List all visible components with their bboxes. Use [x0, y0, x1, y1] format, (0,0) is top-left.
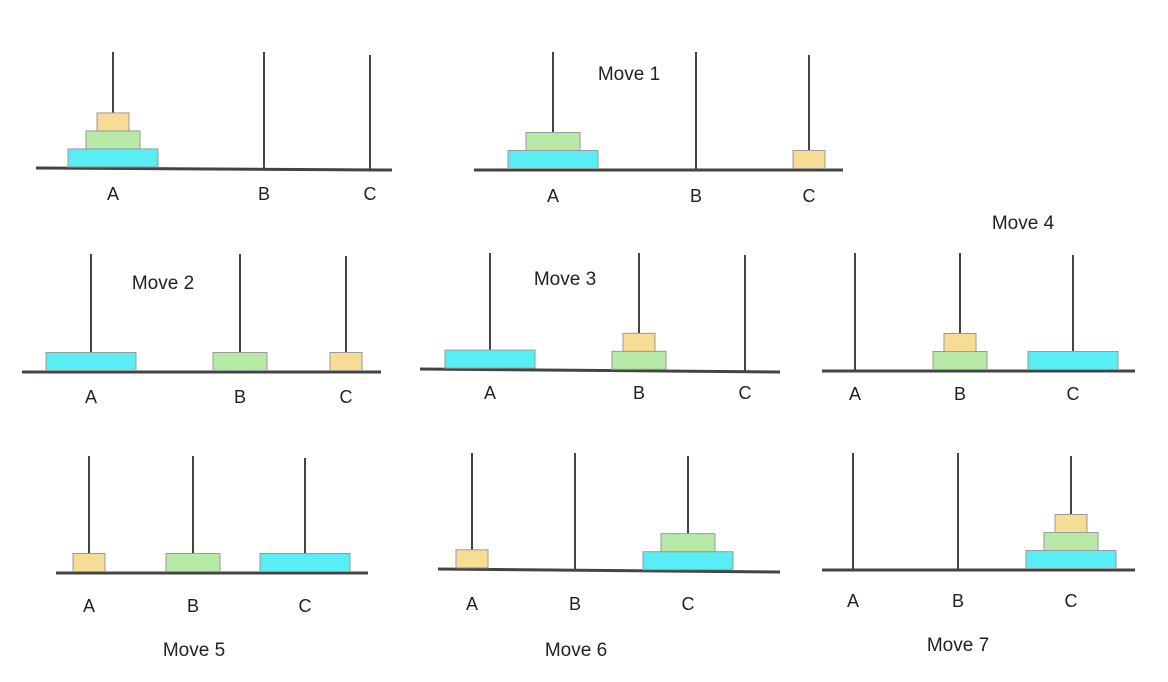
move-caption: Move 2 — [132, 273, 194, 294]
large-disk — [507, 150, 599, 169]
peg-label-c: C — [299, 596, 312, 616]
peg-label-a: A — [85, 387, 97, 407]
small-disk — [622, 332, 656, 352]
peg-label-b: B — [187, 596, 199, 616]
panel-7: A B C Move 6 — [437, 453, 781, 661]
medium-disk — [611, 350, 667, 370]
peg-label-b: B — [954, 384, 966, 404]
peg-label-b: B — [952, 591, 964, 611]
medium-disk — [165, 553, 221, 572]
small-disk — [72, 553, 106, 572]
large-disk — [642, 551, 734, 571]
peg-label-a: A — [547, 186, 559, 206]
move-caption: Move 5 — [163, 640, 225, 661]
peg-label-c: C — [340, 387, 353, 407]
small-disk — [455, 549, 489, 569]
large-disk — [67, 148, 159, 168]
move-caption: Move 3 — [534, 269, 596, 290]
large-disk — [1025, 550, 1117, 569]
large-disk — [444, 349, 536, 369]
peg-label-a: A — [107, 184, 119, 204]
base-line — [437, 567, 781, 574]
small-disk — [943, 333, 977, 352]
panel-6: A B C Move 5 — [56, 456, 368, 661]
panel-2: A B C Move 1 — [474, 52, 843, 206]
peg-label-b: B — [569, 594, 581, 614]
small-disk — [1054, 514, 1088, 533]
medium-disk — [525, 132, 581, 151]
large-disk — [259, 553, 351, 572]
panel-8: A B C Move 7 — [822, 453, 1135, 656]
small-disk — [792, 150, 826, 169]
peg-label-b: B — [633, 383, 645, 403]
large-disk — [45, 352, 137, 371]
peg-label-c: C — [1067, 384, 1080, 404]
medium-disk — [1043, 532, 1099, 551]
small-disk — [329, 352, 363, 371]
medium-disk — [85, 130, 141, 150]
peg-label-a: A — [466, 594, 478, 614]
move-caption: Move 7 — [927, 635, 989, 656]
move-caption: Move 4 — [992, 213, 1055, 234]
medium-disk — [932, 351, 988, 370]
medium-disk — [212, 352, 268, 371]
peg-label-b: B — [234, 387, 246, 407]
peg-label-a: A — [83, 596, 95, 616]
peg-label-b: B — [258, 184, 270, 204]
panel-4: A B C Move 3 — [419, 253, 781, 403]
panel-5: A B C Move 4 — [822, 213, 1135, 404]
move-caption: Move 1 — [598, 64, 660, 85]
peg-label-c: C — [364, 184, 377, 204]
medium-disk — [660, 533, 716, 553]
peg-label-c: C — [682, 594, 695, 614]
peg-label-a: A — [849, 384, 861, 404]
peg-label-a: A — [484, 383, 496, 403]
peg-label-c: C — [739, 383, 752, 403]
move-caption: Move 6 — [545, 640, 607, 661]
peg-label-c: C — [803, 186, 816, 206]
base-line — [419, 367, 781, 374]
peg-label-c: C — [1065, 591, 1078, 611]
panel-3: A B C Move 2 — [22, 254, 381, 407]
panel-1: A B C — [35, 52, 393, 204]
base-line — [35, 166, 393, 172]
peg-label-b: B — [690, 186, 702, 206]
large-disk — [1027, 351, 1119, 370]
small-disk — [96, 112, 130, 132]
peg-label-a: A — [847, 591, 859, 611]
